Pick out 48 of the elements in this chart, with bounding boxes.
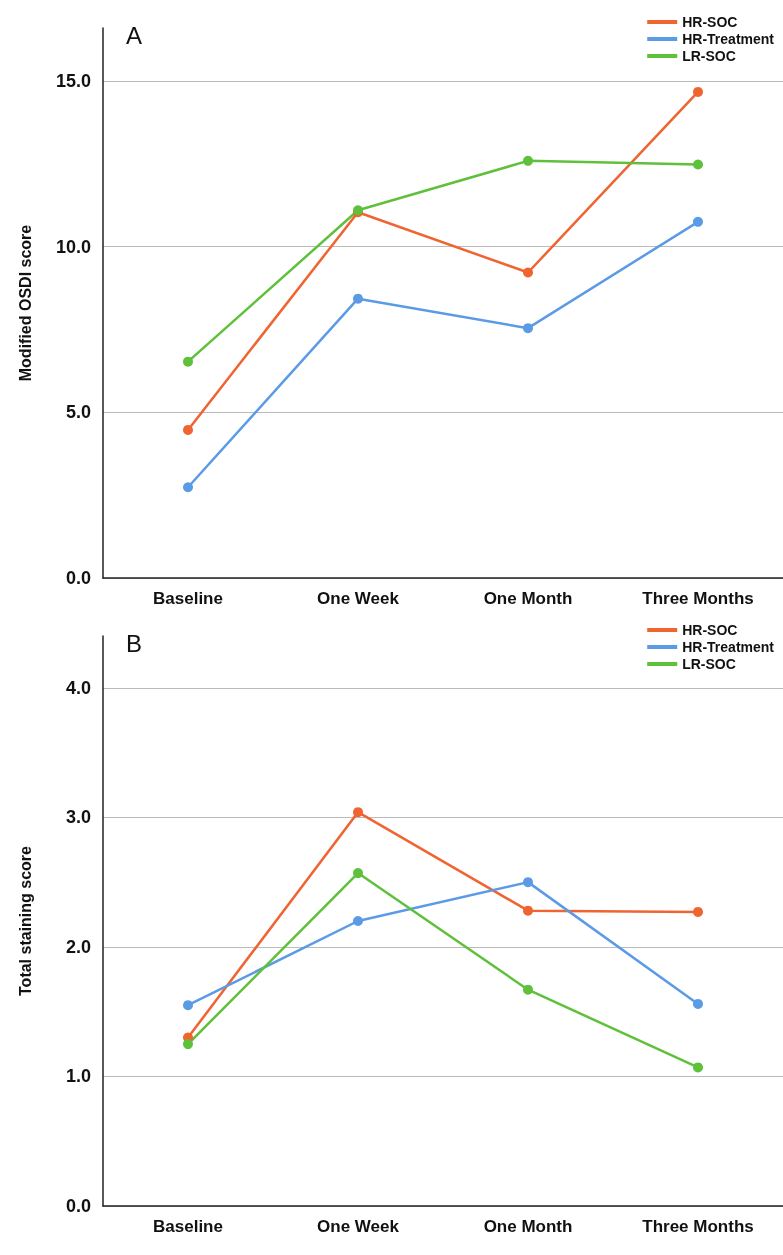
point (523, 877, 533, 888)
legend-label: HR-SOC (682, 622, 738, 638)
legend-label: HR-Treatment (682, 639, 775, 655)
chart-title: A (126, 21, 143, 49)
y-tick-label: 0.0 (65, 1196, 91, 1216)
point (693, 159, 703, 170)
point (523, 323, 533, 334)
chart-title: B (126, 629, 143, 657)
point (353, 868, 363, 879)
y-tick-label: 1.0 (65, 1066, 91, 1087)
x-tick-label: Three Months (642, 1217, 754, 1236)
point (183, 356, 193, 367)
legend-label: HR-Treatment (682, 31, 775, 47)
point (183, 424, 193, 435)
point (693, 216, 703, 227)
point (353, 807, 363, 818)
y-axis-title: Total staining score (16, 845, 34, 996)
point (353, 293, 363, 304)
x-tick-label: Baseline (153, 1217, 223, 1236)
point (693, 998, 703, 1009)
point (693, 1062, 703, 1073)
point (693, 86, 703, 97)
point (523, 267, 533, 278)
x-tick-label: One Month (483, 589, 573, 608)
legend-label: HR-SOC (682, 14, 738, 30)
legend-label: LR-SOC (682, 48, 736, 64)
point (353, 916, 363, 926)
y-axis-title: Modified OSDI score (16, 224, 34, 382)
point (183, 1000, 193, 1011)
point (523, 905, 533, 916)
x-tick-label: One Week (317, 589, 400, 608)
point (523, 155, 533, 166)
y-tick-label: 3.0 (65, 807, 91, 828)
y-tick-label: 5.0 (65, 402, 91, 423)
x-tick-label: Three Months (642, 589, 754, 608)
y-tick-label: 4.0 (65, 677, 91, 698)
y-tick-label: 2.0 (65, 936, 91, 957)
legend-label: LR-SOC (682, 656, 736, 672)
x-tick-label: Baseline (153, 589, 223, 608)
y-tick-label: 10.0 (55, 236, 91, 257)
point (183, 482, 193, 493)
x-tick-label: One Month (483, 1217, 573, 1236)
point (523, 984, 533, 995)
x-tick-label: One Week (317, 1217, 400, 1236)
y-tick-label: 0.0 (65, 568, 91, 588)
point (693, 906, 703, 917)
y-tick-label: 15.0 (55, 71, 91, 92)
point (183, 1039, 193, 1050)
